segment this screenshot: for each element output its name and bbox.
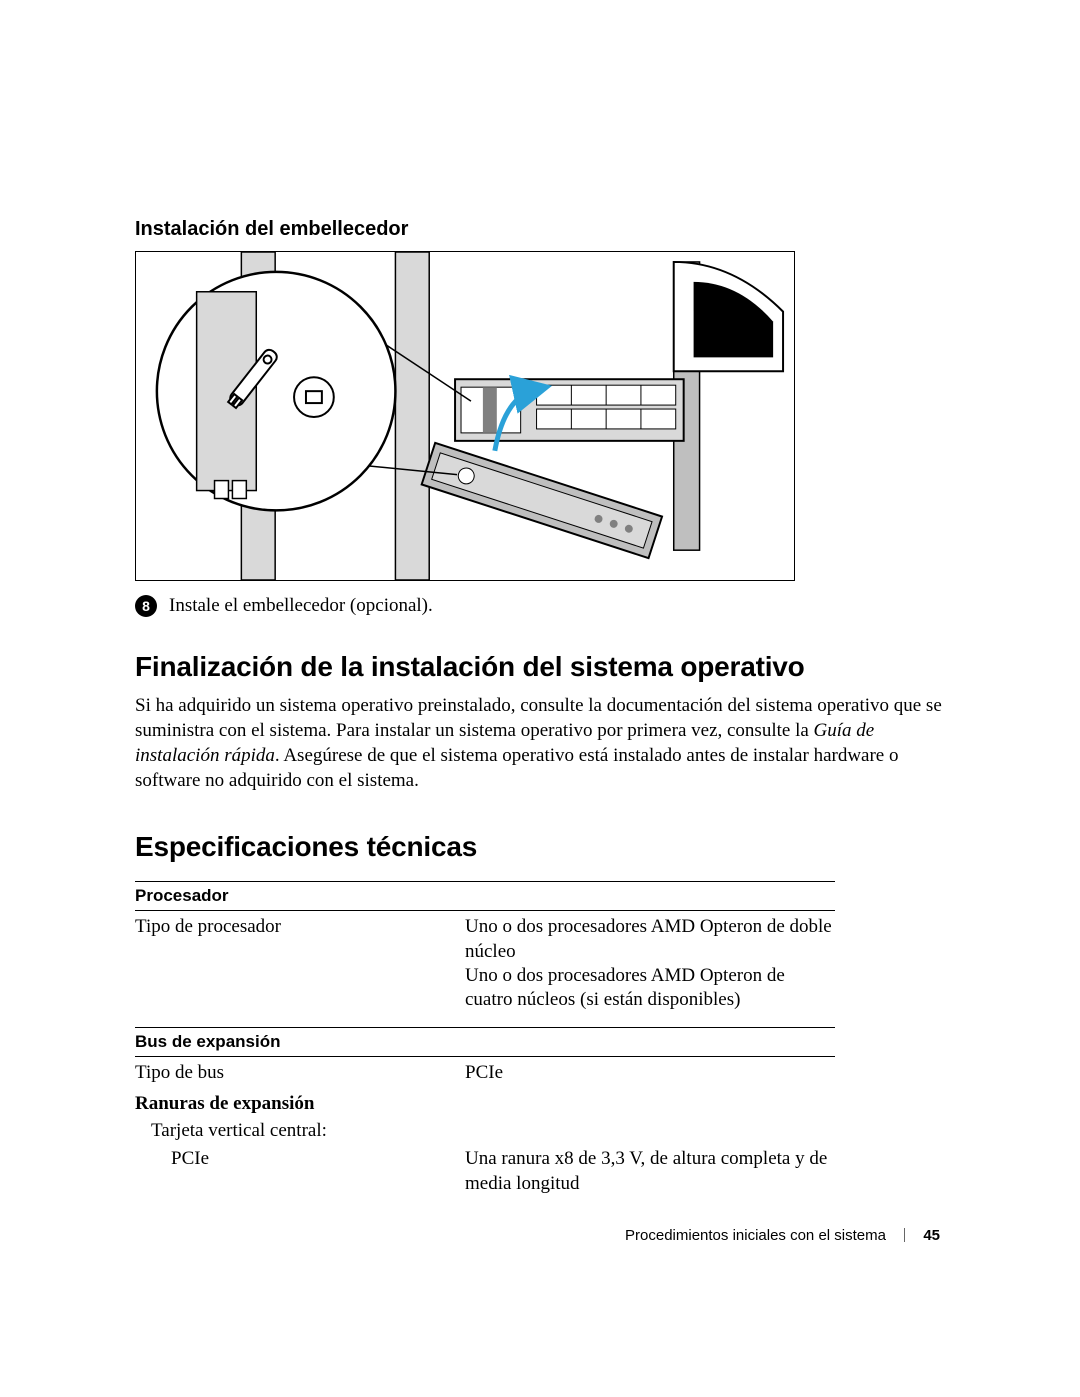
page-footer: Procedimientos iniciales con el sistema … xyxy=(0,1227,1080,1244)
footer-page-number: 45 xyxy=(923,1227,940,1244)
spec-value xyxy=(465,1119,835,1143)
footer-separator xyxy=(904,1228,905,1242)
step-text: Instale el embellecedor (opcional). xyxy=(169,595,433,617)
tech-specs-heading: Especificaciones técnicas xyxy=(135,831,945,863)
figure-heading: Instalación del embellecedor xyxy=(135,218,945,241)
spec-row-bus-type: Tipo de bus PCIe xyxy=(135,1057,835,1085)
step-8: 8 Instale el embellecedor (opcional). xyxy=(135,595,945,617)
tech-specs-table: Procesador Tipo de procesador Uno o dos … xyxy=(135,881,835,1196)
os-install-heading: Finalización de la instalación del siste… xyxy=(135,651,945,683)
spec-label: PCIe xyxy=(135,1147,465,1196)
spec-subheader-slots: Ranuras de expansión xyxy=(135,1085,835,1115)
step-number-badge: 8 xyxy=(135,595,157,617)
spec-value: Una ranura x8 de 3,3 V, de altura comple… xyxy=(465,1147,835,1196)
spec-label: Tipo de bus xyxy=(135,1061,465,1085)
spec-row-proc-type: Tipo de procesador Uno o dos procesadore… xyxy=(135,911,835,1012)
os-install-paragraph: Si ha adquirido un sistema operativo pre… xyxy=(135,693,945,793)
bezel-install-figure xyxy=(135,251,795,581)
spec-group-bus-title: Bus de expansión xyxy=(135,1027,835,1057)
footer-doc-title: Procedimientos iniciales con el sistema xyxy=(625,1227,886,1244)
spec-value: PCIe xyxy=(465,1061,835,1085)
spec-group-processor-title: Procesador xyxy=(135,881,835,911)
spec-row-pcie-slot: PCIe Una ranura x8 de 3,3 V, de altura c… xyxy=(135,1143,835,1196)
spec-value: Uno o dos procesadores AMD Opteron de do… xyxy=(465,915,835,1012)
spec-row-riser: Tarjeta vertical central: xyxy=(135,1115,835,1143)
spec-label: Tarjeta vertical central: xyxy=(135,1119,465,1143)
spec-label: Tipo de procesador xyxy=(135,915,465,1012)
